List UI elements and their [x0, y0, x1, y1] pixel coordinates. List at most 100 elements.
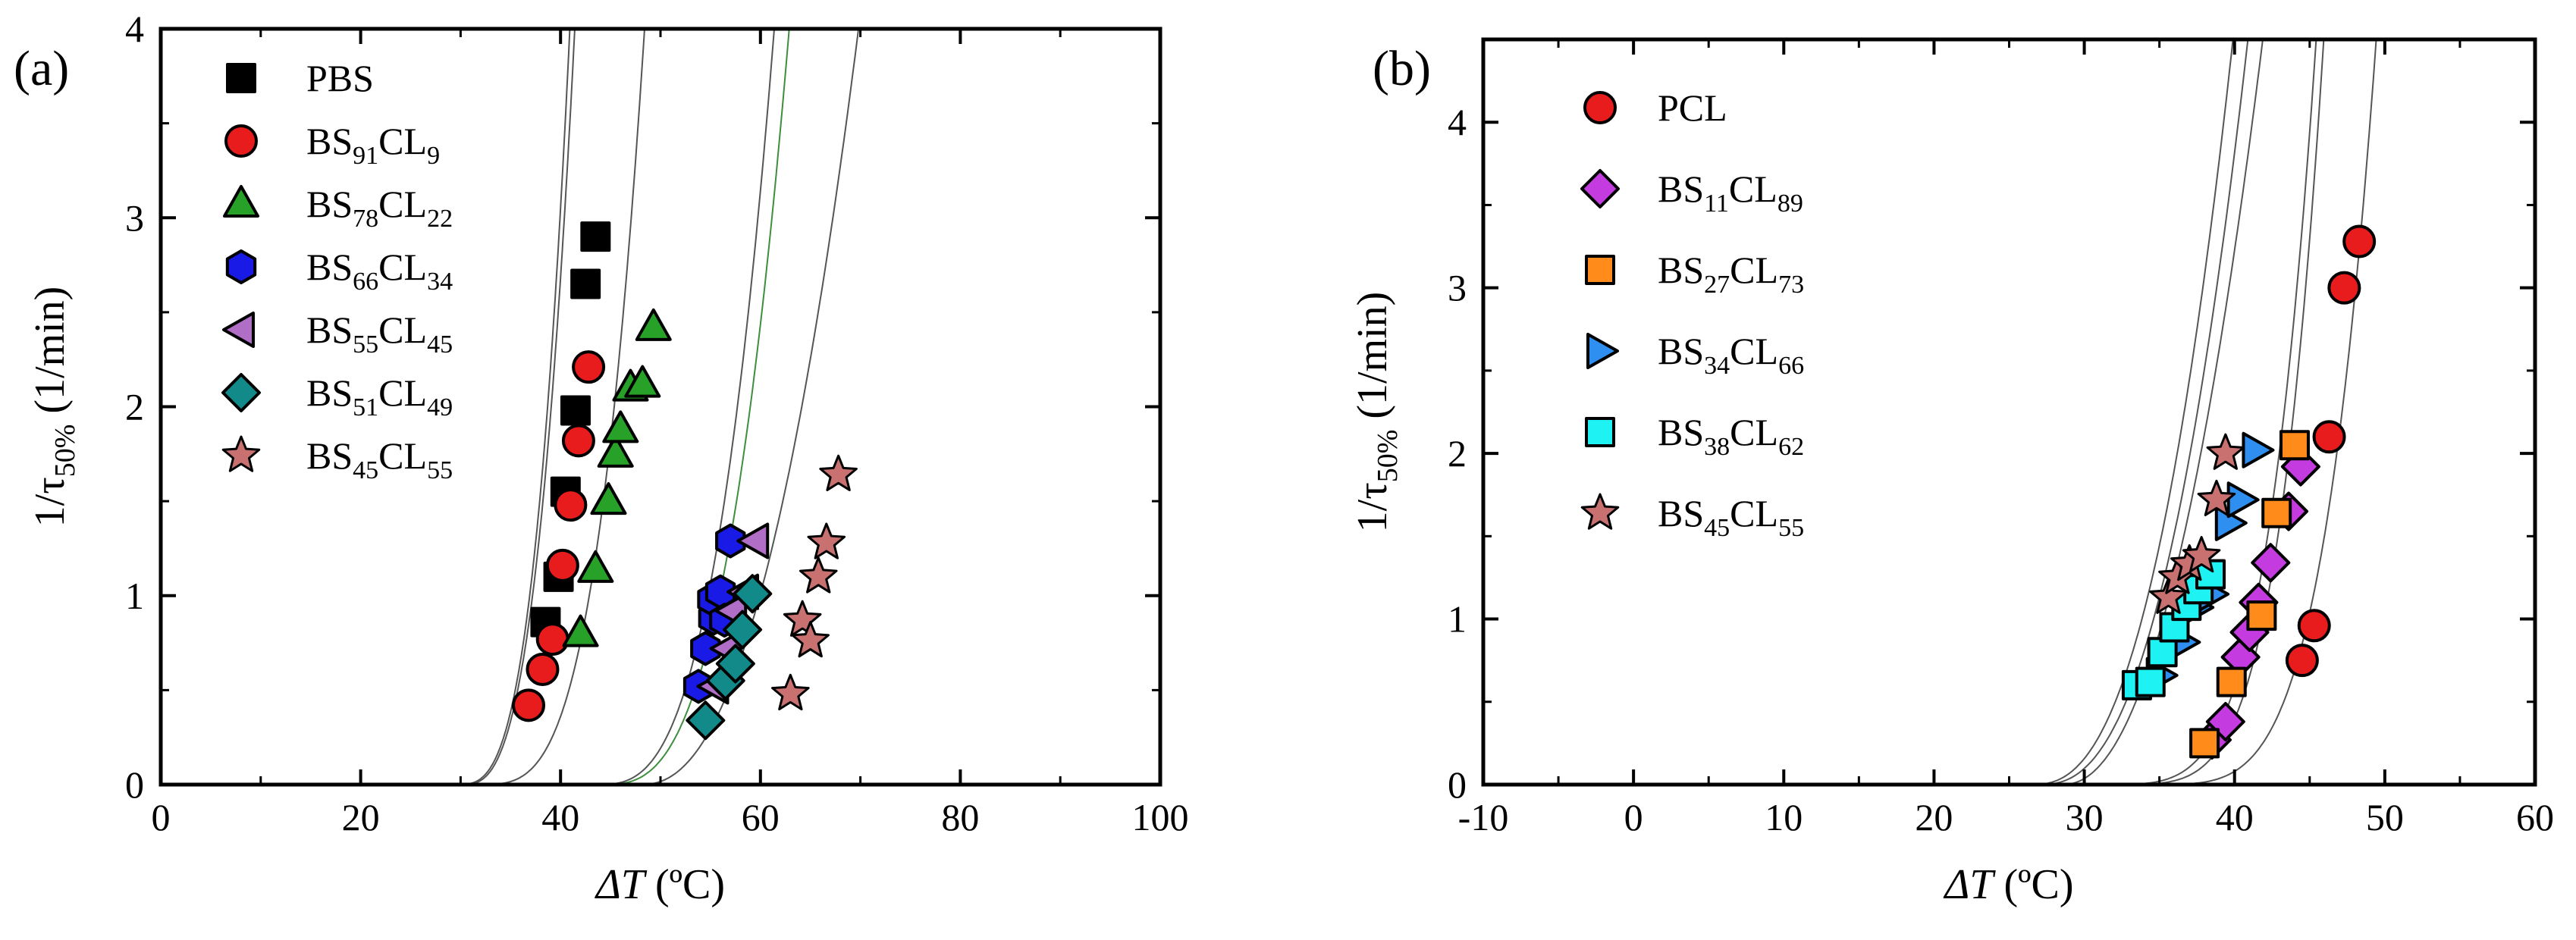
data-point [715, 523, 746, 559]
x-axis-label-main: ΔT [595, 861, 648, 908]
x-tick-label: -10 [1458, 796, 1509, 838]
y-axis-label-main: 1/τ [27, 477, 74, 527]
label-text: BS [1658, 249, 1704, 291]
data-point [2197, 479, 2236, 517]
legend-marker [1580, 493, 1620, 530]
x-tick-label: 100 [1132, 796, 1189, 838]
legend-marker [223, 185, 259, 218]
panel-label: (b) [1373, 41, 1431, 96]
data-point [2279, 430, 2310, 461]
panel-label: (a) [14, 41, 69, 96]
label-subscript: 62 [1778, 433, 1804, 461]
label-subscript: 51 [353, 393, 378, 421]
data-point [561, 424, 595, 458]
x-axis-label: ΔT (ºC) [595, 861, 725, 908]
data-point [562, 614, 599, 647]
x-axis-label-unit: (ºC) [645, 861, 725, 908]
data-point [2135, 666, 2166, 697]
label-text: BS [306, 120, 353, 162]
legend: PCL BS11​CL89​ BS27​CL73​ BS34​CL66​ BS38​CL… [1580, 86, 1804, 542]
label-text: BS [1658, 330, 1704, 372]
y-tick-label: 4 [1448, 101, 1467, 143]
label-text: BS [306, 371, 353, 414]
legend-label: PCL [1658, 86, 1727, 129]
data-point [807, 522, 846, 559]
y-axis-label-sub: 50% [49, 425, 81, 478]
legend-marker [224, 124, 258, 158]
data-point [535, 622, 569, 656]
fit-curve [2032, 39, 2234, 785]
x-tick-label: 40 [2216, 796, 2254, 838]
label-text: PCL [1658, 86, 1727, 129]
label-subscript: 34 [1704, 352, 1730, 380]
label-text: CL [378, 371, 427, 414]
label-subscript: 34 [427, 268, 453, 296]
label-text: CL [378, 183, 427, 225]
legend-label: BS51​CL49​ [306, 371, 453, 421]
data-point [2216, 666, 2247, 697]
data-point [2147, 637, 2178, 668]
legend-marker [1585, 255, 1615, 285]
x-tick-label: 20 [342, 796, 380, 838]
series-BS91CL9 [512, 350, 606, 722]
data-point [602, 410, 639, 443]
x-tick-label: 10 [1765, 796, 1803, 838]
data-point [580, 221, 611, 252]
label-text: CL [378, 120, 427, 162]
label-subscript: 11 [1704, 190, 1729, 218]
y-axis-label: 1/τ50% (1/min) [27, 287, 81, 528]
y-axis-label-unit: (1/min) [27, 287, 74, 425]
data-point [624, 365, 661, 398]
legend-marker [1585, 417, 1615, 447]
data-point [2251, 543, 2291, 583]
label-text: CL [378, 434, 427, 477]
data-point [2285, 644, 2319, 678]
x-axis: 0 20 40 60 80 100 [152, 29, 1189, 838]
fit-curves [455, 29, 860, 785]
x-tick-label: 50 [2366, 796, 2404, 838]
legend-label: BS55​CL45​ [306, 309, 453, 359]
data-point [736, 522, 770, 559]
data-point [819, 454, 858, 491]
x-tick-label: 80 [941, 796, 979, 838]
series-BS27CL73 [2189, 430, 2310, 759]
label-text: BS [306, 434, 353, 477]
data-point [545, 548, 579, 582]
y-tick-label: 0 [1448, 763, 1467, 806]
legend-label: BS45​CL55​ [1658, 492, 1804, 542]
data-point [2182, 536, 2221, 573]
label-text: BS [1658, 168, 1704, 210]
data-point [2246, 600, 2277, 631]
x-tick-label: 60 [742, 796, 780, 838]
legend-marker [226, 63, 256, 93]
data-point [570, 268, 601, 299]
label-text: CL [1730, 492, 1778, 534]
label-text: BS [306, 246, 353, 288]
legend-label: BS78​CL22​ [306, 183, 453, 233]
legend-label: BS38​CL62​ [1658, 411, 1804, 461]
data-point [2297, 609, 2331, 643]
y-axis-label-unit: (1/min) [1349, 292, 1396, 430]
legend-marker [221, 435, 261, 472]
x-tick-label: 20 [1915, 796, 1953, 838]
label-subscript: 89 [1777, 190, 1803, 218]
data-point [512, 688, 546, 722]
legend-marker [1580, 169, 1620, 208]
label-subscript: 66 [1778, 352, 1804, 380]
data-point [791, 621, 830, 658]
label-text: CL [1730, 249, 1778, 291]
y-tick-label: 0 [125, 763, 144, 806]
x-tick-label: 0 [1624, 796, 1643, 838]
y-tick-label: 4 [125, 8, 144, 50]
fit-curve [2136, 39, 2377, 785]
y-axis-label: 1/τ50% (1/min) [1349, 292, 1404, 533]
label-subscript: 22 [427, 205, 453, 233]
data-point [2206, 433, 2245, 470]
y-tick-label: 2 [125, 386, 144, 428]
data-point [2149, 577, 2188, 614]
label-text: BS [306, 309, 353, 351]
y-tick-label: 3 [125, 196, 144, 239]
